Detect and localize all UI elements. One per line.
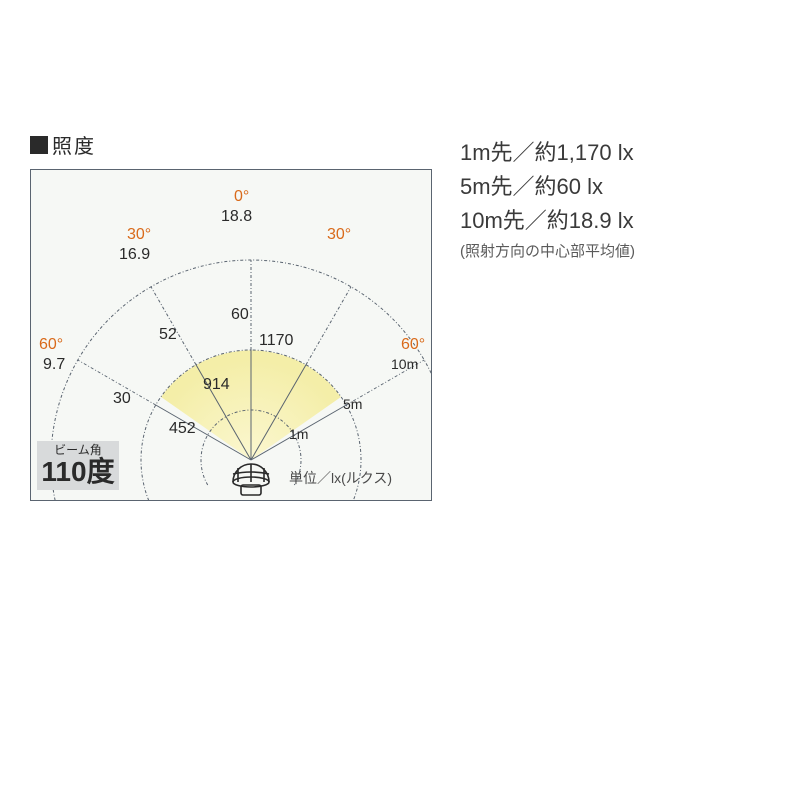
beam-angle-value: 110度 xyxy=(39,457,117,488)
title-square-icon xyxy=(30,136,48,154)
val-1m-0: 1170 xyxy=(259,332,293,350)
val-5m-0: 60 xyxy=(231,306,249,324)
val-10m-0: 18.8 xyxy=(221,208,252,226)
val-1m-60: 452 xyxy=(169,420,196,438)
reading-note: (照射方向の中心部平均値) xyxy=(460,240,635,263)
angle-neg60: 60° xyxy=(39,336,63,354)
distance-readings-list: 1m先／約1,170 lx 5m先／約60 lx 10m先／約18.9 lx (… xyxy=(460,136,635,264)
angle-pos60: 60° xyxy=(401,336,425,354)
angle-neg30: 30° xyxy=(127,226,151,244)
angle-0: 0° xyxy=(234,188,249,206)
beam-angle-box: ビーム角 110度 xyxy=(37,441,119,490)
rays xyxy=(78,260,424,460)
angle-pos30: 30° xyxy=(327,226,351,244)
dist-1m: 1m xyxy=(289,426,308,442)
title-text: 照度 xyxy=(52,130,96,159)
section-title: 照度 xyxy=(30,130,770,159)
val-5m-60: 30 xyxy=(113,390,131,408)
illuminance-fan-chart: 0° 30° 30° 60° 60° 18.8 16.9 9.7 60 52 3… xyxy=(30,169,432,501)
val-5m-30: 52 xyxy=(159,326,177,344)
val-10m-30: 16.9 xyxy=(119,246,150,264)
lamp-icon xyxy=(233,464,269,495)
dist-5m: 5m xyxy=(343,396,362,412)
val-1m-30: 914 xyxy=(203,376,230,394)
unit-note: 単位／lx(ルクス) xyxy=(289,468,392,488)
reading-10m: 10m先／約18.9 lx xyxy=(460,204,635,238)
val-10m-60: 9.7 xyxy=(43,356,65,374)
dist-10m: 10m xyxy=(391,356,418,372)
reading-1m: 1m先／約1,170 lx xyxy=(460,136,635,170)
reading-5m: 5m先／約60 lx xyxy=(460,170,635,204)
